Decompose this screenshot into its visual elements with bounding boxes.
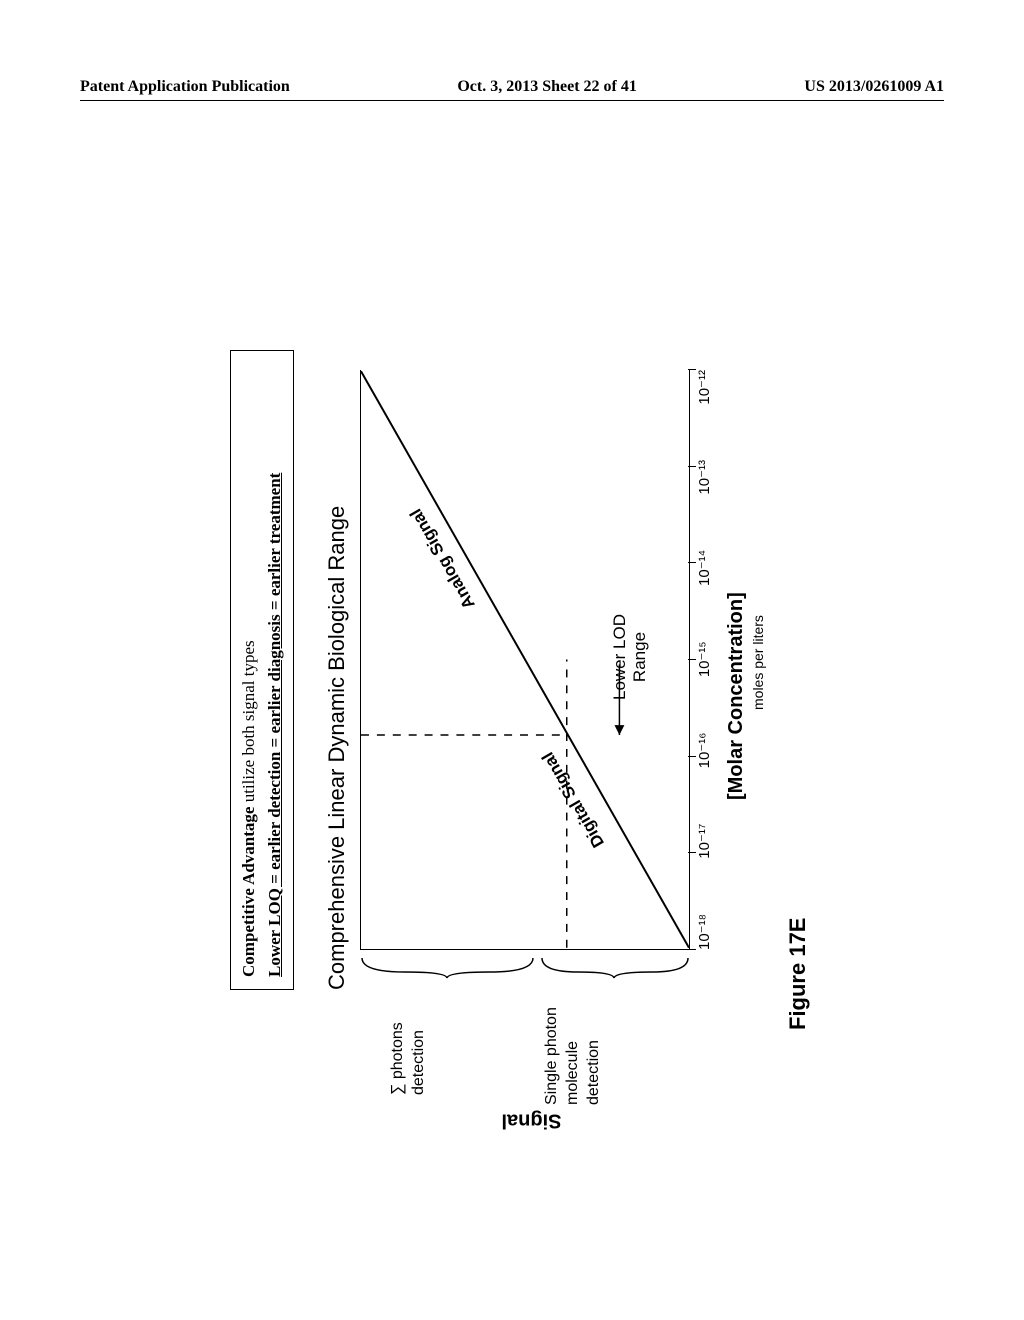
patent-pub-label: Patent Application Publication — [80, 78, 290, 96]
chart-title: Comprehensive Linear Dynamic Biological … — [324, 290, 350, 990]
caption-line-1: Competitive Advantage utilize both signa… — [239, 363, 259, 977]
figure-label: Figure 17E — [785, 918, 811, 1030]
caption-line-2: Lower LOQ = earlier detection = earlier … — [265, 363, 285, 977]
lower-brace — [540, 952, 695, 980]
upper-brace-label: ∑ photons detection — [388, 985, 430, 1095]
lod-range-label: Lower LOD Range — [610, 614, 651, 700]
patent-number: US 2013/0261009 A1 — [804, 78, 944, 96]
figure-container: Competitive Advantage utilize both signa… — [140, 390, 900, 950]
xtick: 10⁻¹³ — [695, 460, 713, 495]
x-axis-sublabel: moles per liters — [750, 615, 766, 710]
digital-signal-label: Digital Signal — [538, 749, 608, 851]
xtick: 10⁻¹⁷ — [695, 824, 713, 859]
header-divider — [80, 100, 944, 101]
xtick: 10⁻¹⁴ — [695, 550, 713, 586]
xtick: 10⁻¹² — [695, 370, 713, 405]
x-axis-label: [Molar Concentration] — [725, 592, 748, 800]
xtick: 10⁻¹⁸ — [695, 914, 713, 950]
lod-arrowhead — [614, 725, 624, 735]
xtick: 10⁻¹⁶ — [695, 733, 713, 769]
lower-brace-label: Single photon molecule detection — [542, 985, 604, 1105]
y-axis-label: Signal — [501, 1108, 561, 1131]
x-axis-ticks: 10⁻¹⁸ 10⁻¹⁷ 10⁻¹⁶ 10⁻¹⁵ 10⁻¹⁴ 10⁻¹³ 10⁻¹… — [695, 370, 713, 950]
xtick: 10⁻¹⁵ — [695, 641, 713, 677]
upper-brace — [360, 952, 540, 980]
date-sheet-label: Oct. 3, 2013 Sheet 22 of 41 — [457, 78, 637, 96]
caption-box: Competitive Advantage utilize both signa… — [230, 350, 294, 990]
